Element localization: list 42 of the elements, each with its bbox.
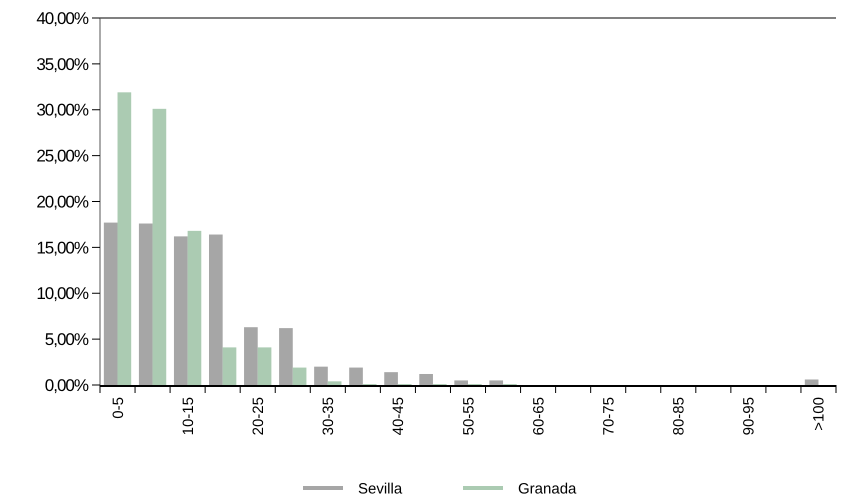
y-tick-label: 10,00% (36, 284, 89, 304)
bar (292, 368, 306, 385)
bar (138, 224, 153, 385)
y-tick-label: 5,00% (44, 330, 89, 350)
bar (314, 366, 328, 385)
bar (454, 380, 468, 385)
y-tick-label: 35,00% (36, 54, 89, 74)
bar (174, 236, 188, 385)
x-tick-label: 10-15 (180, 397, 197, 436)
bar (384, 372, 398, 385)
bar (209, 234, 223, 385)
y-tick-label: 25,00% (36, 146, 89, 166)
x-tick-label: 70-75 (600, 397, 618, 436)
bar (244, 327, 258, 385)
bar (419, 374, 433, 385)
bar (804, 379, 818, 385)
bar (118, 92, 132, 385)
bar (104, 222, 118, 385)
x-tick-label: 40-45 (390, 397, 408, 436)
x-tick-label: 0-5 (110, 397, 127, 419)
bar (489, 380, 504, 385)
y-tick-label: 0,00% (44, 376, 89, 395)
bar (152, 108, 166, 385)
x-tick-label: 50-55 (460, 397, 478, 436)
x-tick-label: 30-35 (320, 397, 338, 436)
x-tick-label: 90-95 (740, 397, 758, 436)
bar (279, 328, 293, 385)
y-tick-label: 40,00% (36, 8, 89, 28)
x-tick-label: 20-25 (250, 397, 267, 436)
bar (328, 381, 342, 385)
bar (349, 368, 363, 385)
x-tick-label: >100 (810, 397, 828, 431)
y-tick-label: 20,00% (36, 192, 89, 212)
legend-label: Granada (518, 480, 578, 498)
x-tick-label: 80-85 (670, 397, 688, 436)
x-tick-label: 60-65 (530, 397, 548, 436)
y-tick-label: 30,00% (36, 100, 89, 120)
bar (222, 347, 236, 385)
bar (258, 347, 272, 385)
y-tick-label: 15,00% (36, 238, 89, 258)
bar (188, 230, 202, 385)
legend-label: Sevilla (358, 480, 403, 498)
